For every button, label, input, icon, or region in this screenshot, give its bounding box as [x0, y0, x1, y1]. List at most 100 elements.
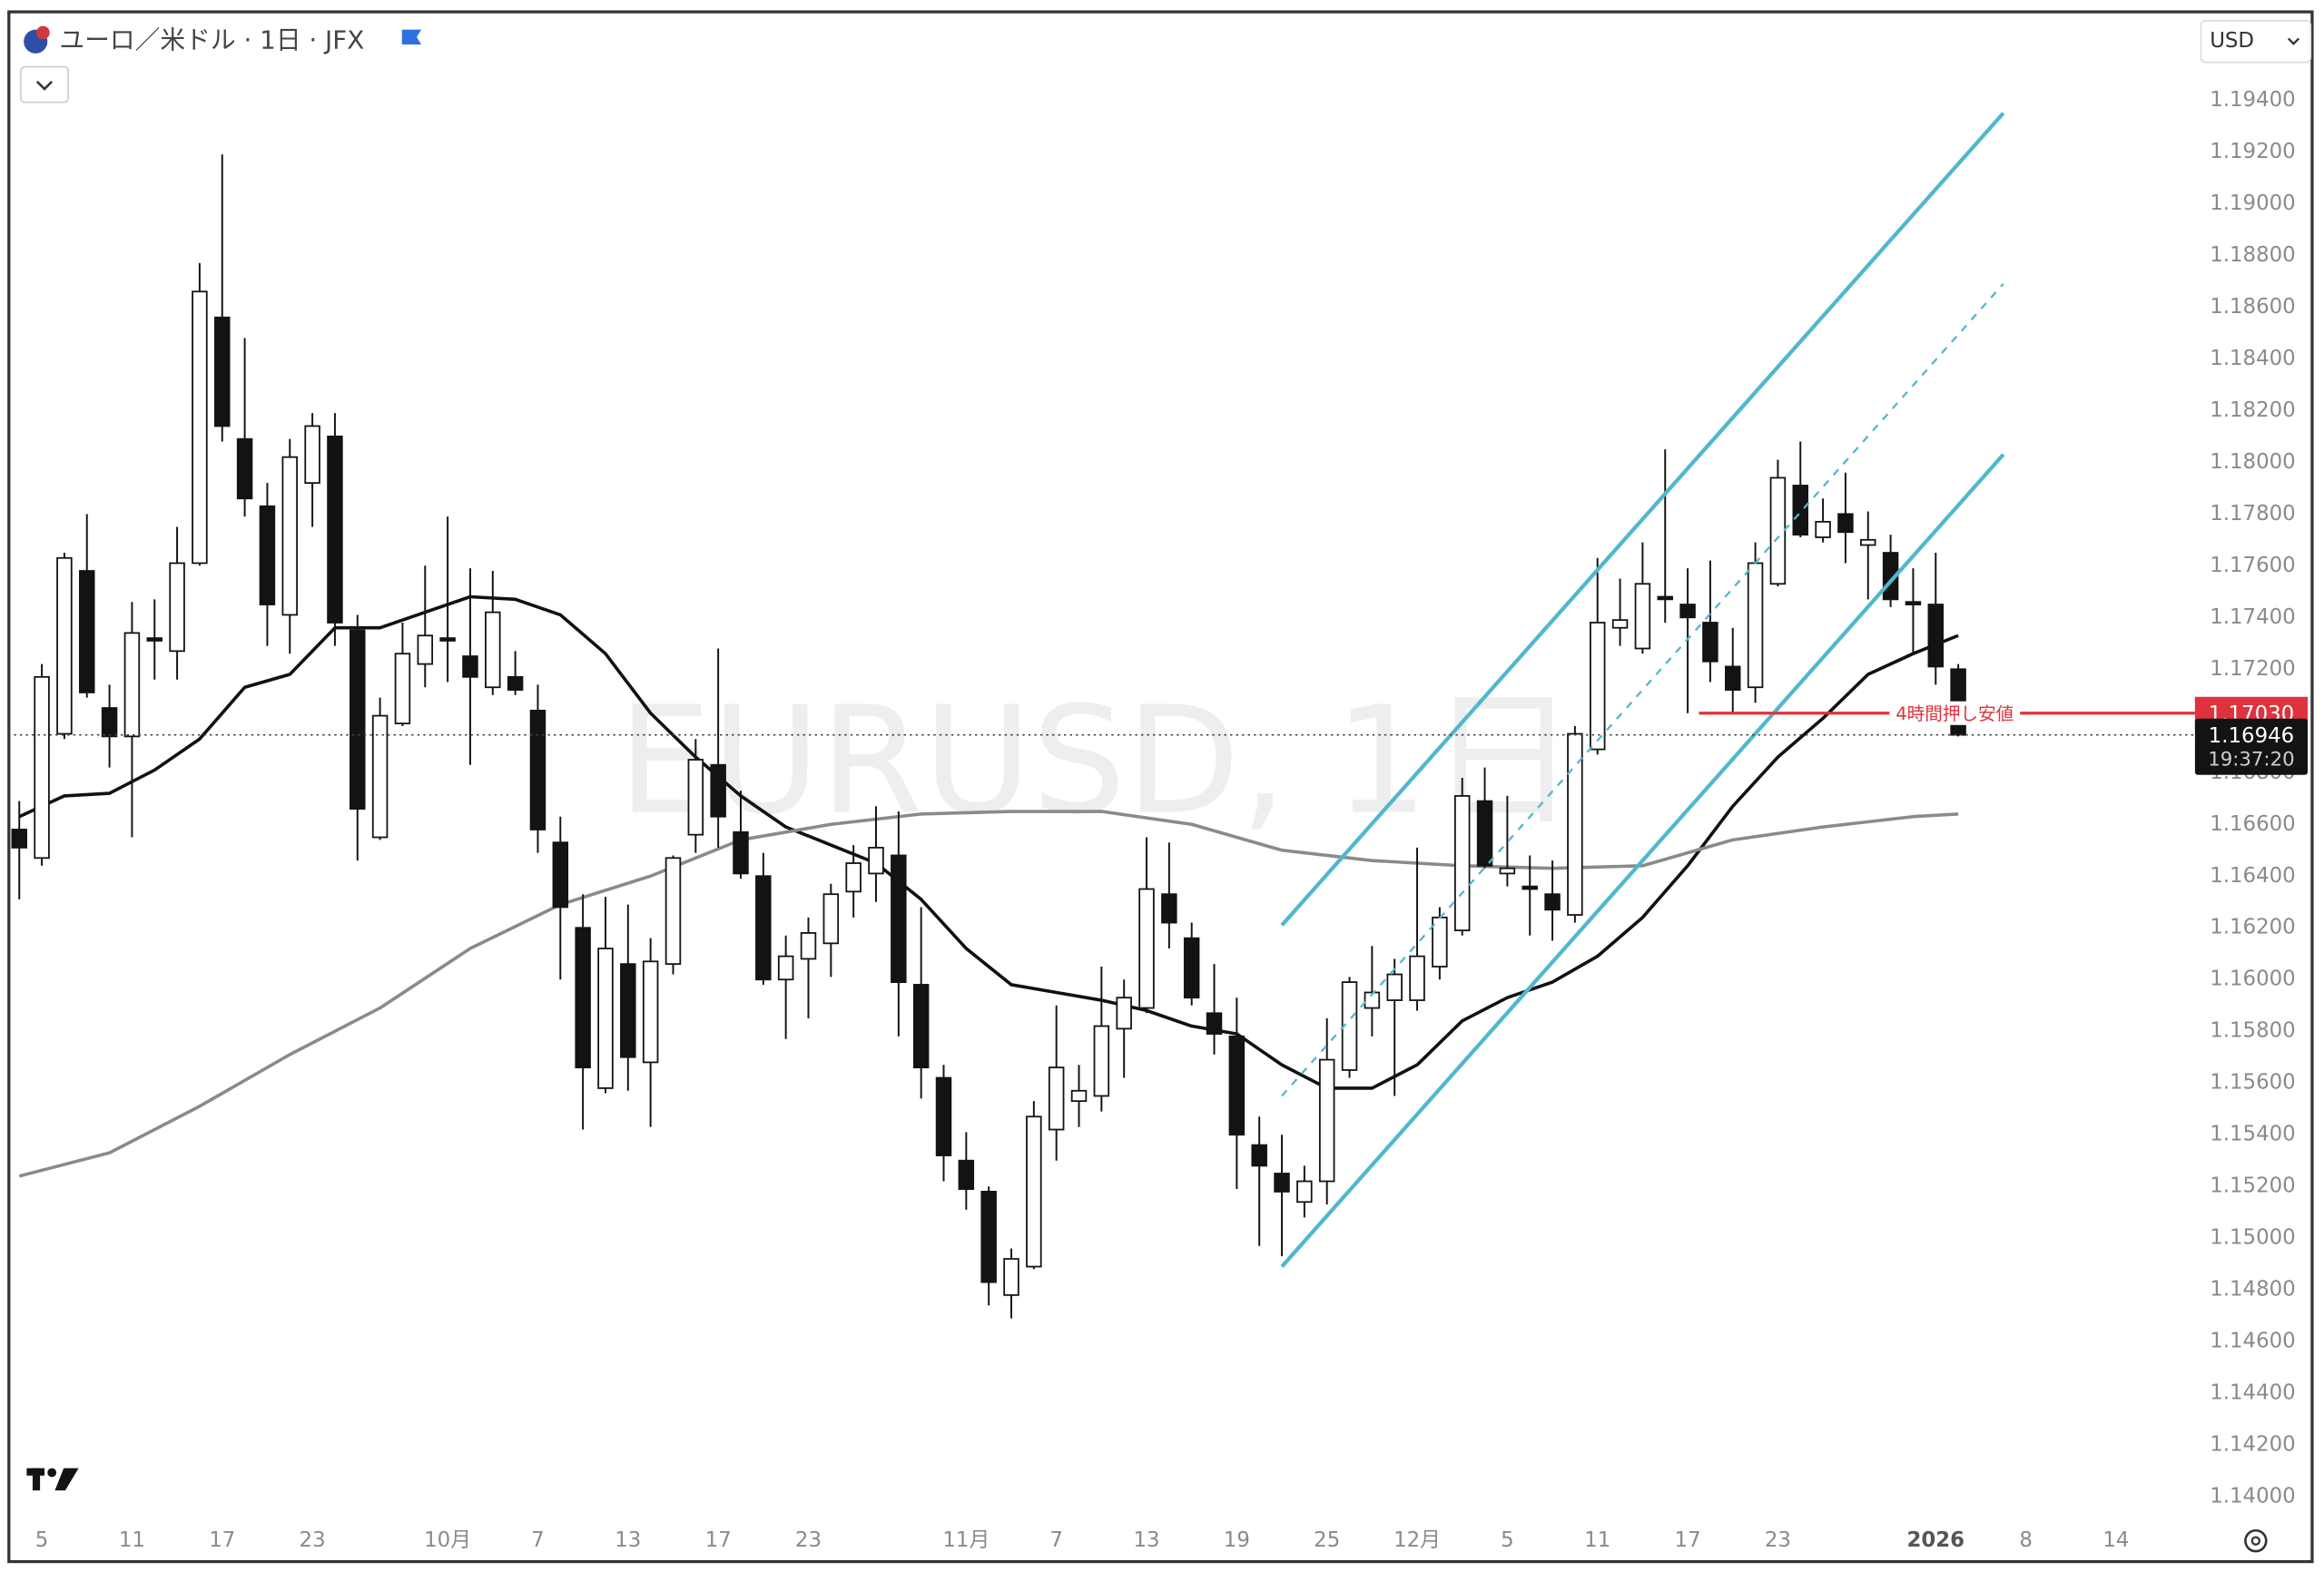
candle-body	[1364, 991, 1381, 1009]
y-tick-label: 1.14400	[2210, 1381, 2296, 1405]
candle-body	[687, 759, 704, 836]
candle-body	[1116, 997, 1132, 1030]
candle-body	[281, 456, 299, 616]
level-text-bg	[1889, 701, 2021, 725]
candle-body	[868, 847, 884, 875]
x-tick-label: 19	[1224, 1528, 1250, 1552]
y-tick-label: 1.15400	[2210, 1123, 2296, 1146]
y-tick-label: 1.17600	[2210, 554, 2296, 577]
currency-button[interactable]: USD	[2200, 20, 2312, 64]
x-tick-label: 5	[35, 1528, 49, 1552]
candle-body	[1589, 622, 1606, 751]
candle-body	[958, 1159, 975, 1190]
y-tick-label: 1.15200	[2210, 1174, 2296, 1198]
frame	[7, 10, 2314, 1564]
candle-body	[1634, 583, 1651, 650]
x-tick-label: 17	[1675, 1528, 1701, 1552]
countdown-label: 19:37:20	[2208, 748, 2294, 771]
candle-body	[1296, 1180, 1313, 1204]
y-tick-label: 1.14800	[2210, 1278, 2296, 1302]
candle-body	[146, 637, 162, 642]
candle-body	[101, 707, 118, 738]
candle-body	[845, 862, 862, 893]
y-tick-label: 1.18000	[2210, 450, 2296, 474]
candle-body	[642, 960, 659, 1064]
candle-body	[1070, 1089, 1088, 1103]
currency-label: USD	[2210, 29, 2254, 53]
candle-body	[1679, 604, 1696, 619]
collapse-button[interactable]	[20, 65, 69, 103]
candle-body	[507, 675, 524, 691]
x-tick-label: 23	[1765, 1528, 1791, 1552]
trend-line	[1280, 112, 2005, 927]
candle-body	[822, 893, 840, 945]
candle-body	[1048, 1066, 1065, 1131]
symbol-icon	[24, 25, 50, 54]
x-tick-label: 8	[2019, 1528, 2033, 1552]
candle-body	[169, 562, 185, 653]
candle-body	[34, 675, 50, 860]
y-tick-label: 1.17800	[2210, 502, 2296, 526]
y-tick-label: 1.18600	[2210, 295, 2296, 319]
y-tick-label: 1.19200	[2210, 140, 2296, 163]
candle-body	[11, 829, 27, 849]
candle-body	[485, 611, 501, 689]
y-tick-label: 1.19400	[2210, 88, 2296, 112]
candle-body	[1341, 981, 1358, 1071]
candle-body	[123, 632, 141, 738]
y-tick-label: 1.18200	[2210, 398, 2296, 422]
x-tick-label: 13	[1133, 1528, 1159, 1552]
y-tick-label: 1.14000	[2210, 1485, 2296, 1508]
x-tick-label: 23	[300, 1528, 326, 1552]
candle-body	[1409, 955, 1425, 1001]
candle-body	[891, 854, 907, 983]
moving-average-line	[18, 594, 1959, 1090]
candle-body	[1792, 485, 1808, 536]
candle-body	[1611, 619, 1629, 629]
candle-body	[1769, 477, 1787, 585]
candle-body	[1544, 893, 1561, 911]
candle-body	[1183, 937, 1200, 999]
candle-body	[439, 637, 456, 642]
logo	[26, 1468, 79, 1491]
y-tick-label: 1.14200	[2210, 1433, 2296, 1457]
settings-button[interactable]	[2244, 1528, 2268, 1553]
candle-body	[755, 875, 772, 981]
candle-body	[1138, 888, 1155, 1009]
x-tick-label: 11	[119, 1528, 145, 1552]
candle-body	[1003, 1258, 1019, 1296]
candle-body	[79, 570, 95, 693]
candle-body	[304, 425, 320, 485]
candle-body	[575, 927, 591, 1069]
candle-body	[1905, 601, 1922, 605]
candle-body	[1724, 665, 1741, 691]
candle-body	[800, 932, 817, 960]
y-tick-label: 1.16000	[2210, 968, 2296, 991]
candle-body	[733, 830, 749, 875]
y-tick-label: 1.16200	[2210, 916, 2296, 939]
candle-body	[1318, 1058, 1335, 1183]
candle-body	[1521, 885, 1538, 890]
y-tick-label: 1.19000	[2210, 192, 2296, 215]
y-tick-label: 1.17200	[2210, 657, 2296, 681]
x-tick-label: 7	[1049, 1528, 1063, 1552]
candle-body	[1206, 1012, 1223, 1035]
candle-body	[462, 655, 478, 678]
candle-body	[1702, 622, 1718, 663]
candle-body	[1499, 867, 1516, 875]
candle-body	[1251, 1144, 1267, 1167]
y-tick-label: 1.15600	[2210, 1071, 2296, 1095]
y-tick-label: 1.15800	[2210, 1019, 2296, 1043]
watermark: EURUSD, 1日	[618, 674, 1578, 848]
last-price-box	[2194, 718, 2309, 775]
x-tick-label: 17	[209, 1528, 235, 1552]
candle-body	[1657, 595, 1673, 601]
x-tick-label: 25	[1314, 1528, 1340, 1552]
y-tick-label: 1.16600	[2210, 812, 2296, 836]
x-tick-label: 12月	[1393, 1528, 1441, 1552]
candle-body	[350, 629, 366, 811]
candle-body	[1386, 973, 1403, 1001]
candle-body	[980, 1191, 997, 1283]
x-tick-label: 13	[615, 1528, 641, 1552]
